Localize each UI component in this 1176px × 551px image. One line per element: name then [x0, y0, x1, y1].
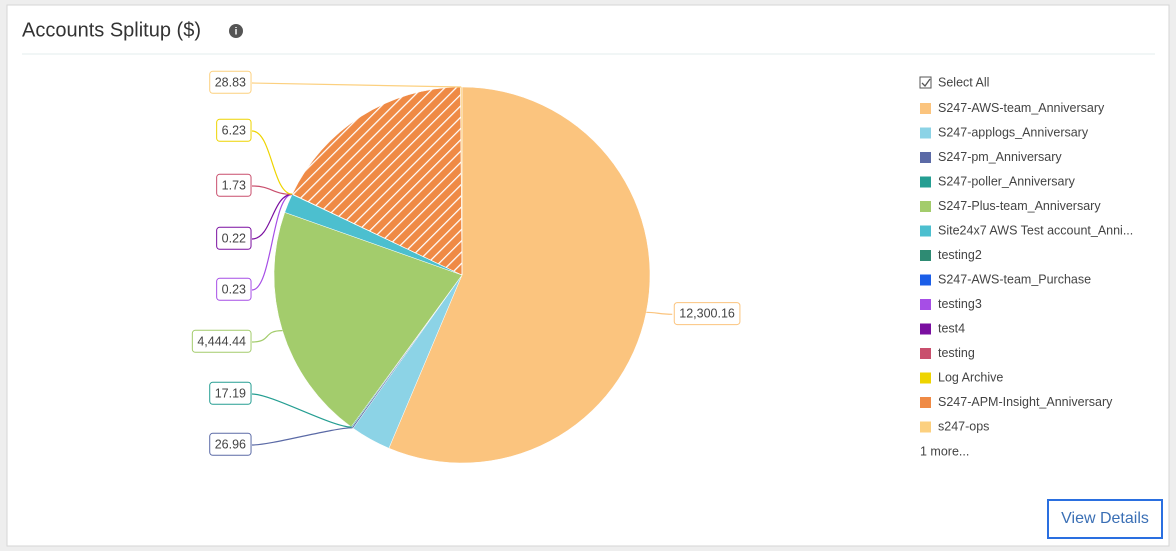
- info-icon-glyph: i: [235, 27, 238, 38]
- check-glyph: [921, 78, 931, 88]
- data-label: 1.73: [222, 178, 246, 192]
- legend-label[interactable]: testing2: [938, 248, 982, 262]
- leader-line: [251, 185, 293, 195]
- legend-swatch: [920, 348, 931, 359]
- leader-line: [251, 427, 353, 446]
- pie-slice: [273, 212, 463, 428]
- legend-label[interactable]: S247-Plus-team_Anniversary: [938, 199, 1101, 213]
- pie-slice: [388, 86, 651, 464]
- legend-more[interactable]: 1 more...: [920, 444, 969, 458]
- data-label: 28.83: [215, 75, 246, 89]
- leader-line: [251, 82, 462, 88]
- legend-swatch: [920, 250, 931, 261]
- legend-label[interactable]: S247-AWS-team_Anniversary: [938, 101, 1105, 115]
- data-label-box: [209, 432, 252, 456]
- leader-line: [251, 393, 352, 428]
- data-label-box: [216, 118, 252, 142]
- data-label-box: [216, 173, 252, 197]
- legend-swatch: [920, 421, 931, 433]
- leader-line: [251, 193, 293, 240]
- legend-swatch: [920, 397, 931, 408]
- legend-swatch: [920, 372, 931, 384]
- legend-swatch: [920, 225, 931, 237]
- data-label: 6.23: [222, 123, 246, 137]
- legend-swatch: [920, 176, 931, 188]
- data-label: 17.19: [215, 386, 246, 400]
- legend-label[interactable]: S247-AWS-team_Purchase: [938, 272, 1091, 286]
- legend-swatch: [920, 274, 931, 286]
- legend-label[interactable]: testing3: [938, 297, 982, 311]
- legend-swatch: [920, 201, 931, 212]
- legend-label[interactable]: S247-pm_Anniversary: [938, 150, 1062, 164]
- data-label-box: [216, 277, 252, 301]
- data-label: 26.96: [215, 437, 246, 451]
- legend-label[interactable]: S247-poller_Anniversary: [938, 174, 1076, 188]
- select-all-checkbox[interactable]: [919, 76, 932, 89]
- leader-line: [646, 311, 673, 315]
- data-label-box: [216, 226, 252, 250]
- data-label: 0.22: [222, 231, 246, 245]
- data-label-box: [209, 70, 252, 94]
- pie-slice: [292, 86, 463, 276]
- legend-swatch: [920, 323, 931, 335]
- legend-label[interactable]: S247-applogs_Anniversary: [938, 125, 1089, 139]
- leader-line: [251, 193, 293, 291]
- legend-label[interactable]: Site24x7 AWS Test account_Anni...: [938, 223, 1133, 237]
- select-all[interactable]: Select All: [938, 75, 989, 89]
- view-details-button[interactable]: [1047, 499, 1163, 539]
- data-label-box: [673, 302, 741, 326]
- legend-swatch: [920, 103, 931, 114]
- info-icon[interactable]: [229, 24, 243, 38]
- legend-label[interactable]: S247-APM-Insight_Anniversary: [938, 395, 1113, 409]
- leader-line: [251, 330, 283, 343]
- legend-swatch: [920, 299, 931, 310]
- legend-swatch: [920, 127, 931, 139]
- leader-line: [251, 130, 293, 195]
- data-label: 0.23: [222, 282, 246, 296]
- legend-label[interactable]: s247-ops: [938, 419, 989, 433]
- data-label-box: [191, 329, 252, 353]
- data-label-box: [209, 381, 252, 405]
- view-details-label[interactable]: View Details: [1061, 510, 1149, 527]
- legend-label[interactable]: testing: [938, 346, 975, 360]
- legend-label[interactable]: Log Archive: [938, 370, 1003, 384]
- data-label: 12,300.16: [679, 307, 735, 321]
- legend-label[interactable]: test4: [938, 321, 965, 335]
- card-title: Accounts Splitup ($): [22, 19, 201, 41]
- legend-swatch: [920, 152, 931, 163]
- data-label: 4,444.44: [197, 334, 246, 348]
